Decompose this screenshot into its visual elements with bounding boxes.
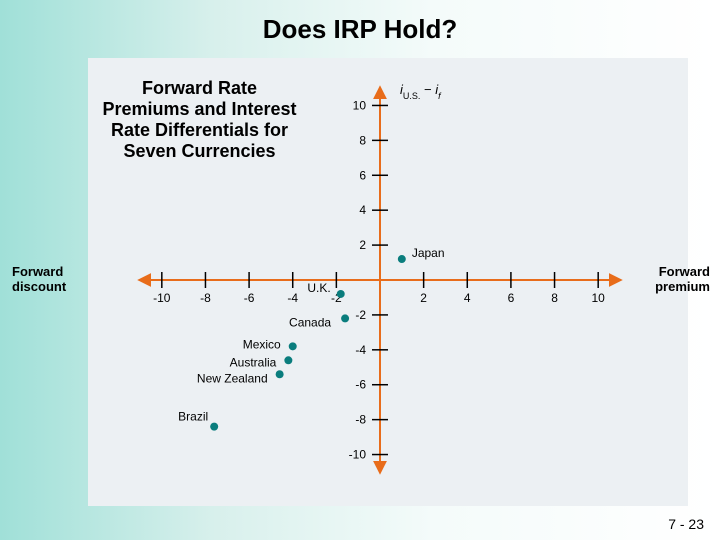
data-point-label: Brazil — [178, 410, 208, 424]
x-tick-label: 6 — [508, 291, 515, 305]
data-point-label: U.K. — [307, 281, 330, 295]
x-tick-label: -10 — [153, 291, 171, 305]
data-point-label: Mexico — [243, 337, 281, 351]
x-tick-label: 10 — [592, 291, 606, 305]
data-point-label: Canada — [289, 315, 331, 329]
x-tick-label: -6 — [244, 291, 255, 305]
data-point — [289, 342, 297, 350]
slide-number: 7 - 23 — [668, 516, 704, 532]
y-tick-label: 2 — [359, 238, 366, 252]
data-point-label: Japan — [412, 246, 445, 260]
data-point — [210, 423, 218, 431]
x-axis-left-label: Forwarddiscount — [12, 264, 92, 294]
x-tick-label: -4 — [287, 291, 298, 305]
x-tick-label: -8 — [200, 291, 211, 305]
y-tick-label: -4 — [355, 343, 366, 357]
x-tick-label: 8 — [551, 291, 558, 305]
x-tick-label: 4 — [464, 291, 471, 305]
x-tick-label: 2 — [420, 291, 427, 305]
y-tick-label: -8 — [355, 413, 366, 427]
y-tick-label: 4 — [359, 203, 366, 217]
data-point — [341, 314, 349, 322]
y-tick-label: 10 — [353, 98, 367, 112]
data-point-label: Australia — [230, 355, 277, 369]
data-point — [398, 255, 406, 263]
y-tick-label: -10 — [349, 448, 367, 462]
data-point — [284, 356, 292, 364]
y-tick-label: 6 — [359, 168, 366, 182]
page-title: Does IRP Hold? — [0, 14, 720, 45]
y-tick-label: -6 — [355, 378, 366, 392]
y-tick-label: -2 — [355, 308, 366, 322]
data-point-label: New Zealand — [197, 371, 268, 385]
data-point — [337, 290, 345, 298]
y-tick-label: 8 — [359, 133, 366, 147]
scatter-chart: -10-8-6-4-2246810-10-8-6-4-2246810iU.S. … — [100, 70, 660, 490]
y-axis-title: iU.S. − if — [400, 82, 442, 101]
slide: Does IRP Hold? Forward Rate Premiums and… — [0, 0, 720, 540]
data-point — [276, 370, 284, 378]
